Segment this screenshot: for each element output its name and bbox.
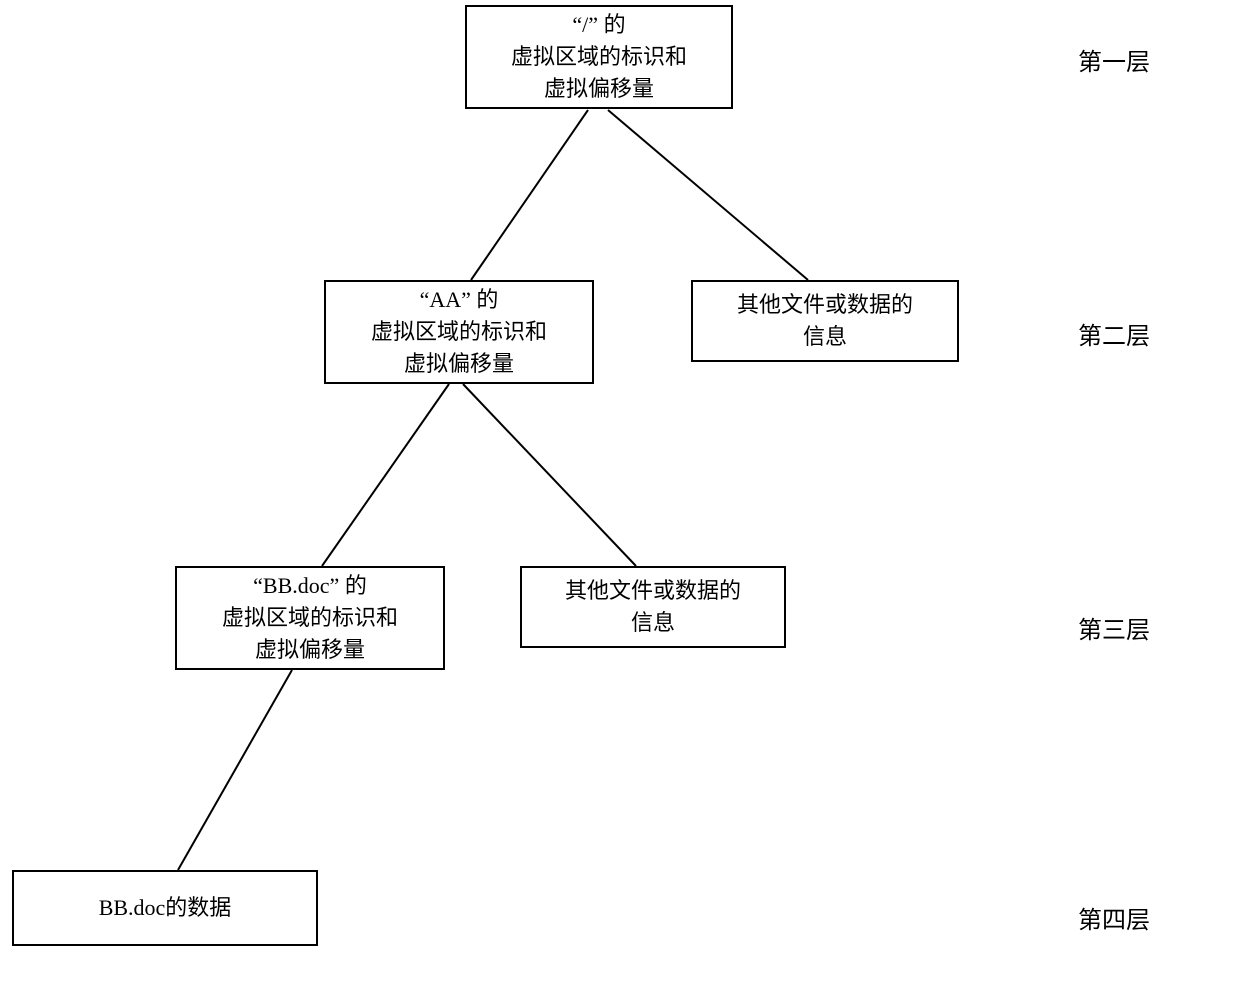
edge-n3a-n4	[178, 670, 292, 870]
tree-node-other-l3: 其他文件或数据的 信息	[520, 566, 786, 648]
node-line: 信息	[803, 321, 847, 353]
tree-node-bbdoc-data: BB.doc的数据	[12, 870, 318, 946]
node-line: 虚拟区域的标识和	[511, 41, 687, 73]
node-line: “AA” 的	[420, 284, 499, 316]
tree-node-root: “/” 的 虚拟区域的标识和 虚拟偏移量	[465, 5, 733, 109]
tree-edges	[0, 0, 1240, 993]
edge-n2a-n3b	[463, 384, 636, 566]
level-label-4: 第四层	[1078, 900, 1150, 935]
level-label-2: 第二层	[1078, 316, 1150, 351]
level-label-3: 第三层	[1078, 610, 1150, 645]
node-line: 虚拟偏移量	[255, 634, 365, 666]
tree-node-other-l2: 其他文件或数据的 信息	[691, 280, 959, 362]
node-line: 其他文件或数据的	[565, 575, 741, 607]
node-line: “BB.doc” 的	[253, 570, 367, 602]
node-line: 信息	[631, 607, 675, 639]
edge-n1-n2a	[471, 110, 588, 280]
node-line: 虚拟偏移量	[544, 73, 654, 105]
tree-node-aa: “AA” 的 虚拟区域的标识和 虚拟偏移量	[324, 280, 594, 384]
edge-n1-n2b	[608, 110, 808, 280]
node-line: 虚拟区域的标识和	[371, 316, 547, 348]
edge-n2a-n3a	[322, 384, 449, 566]
node-line: “/” 的	[572, 9, 625, 41]
node-line: BB.doc的数据	[99, 892, 232, 924]
node-line: 其他文件或数据的	[737, 289, 913, 321]
node-line: 虚拟偏移量	[404, 348, 514, 380]
level-label-1: 第一层	[1078, 42, 1150, 77]
tree-node-bbdoc: “BB.doc” 的 虚拟区域的标识和 虚拟偏移量	[175, 566, 445, 670]
node-line: 虚拟区域的标识和	[222, 602, 398, 634]
